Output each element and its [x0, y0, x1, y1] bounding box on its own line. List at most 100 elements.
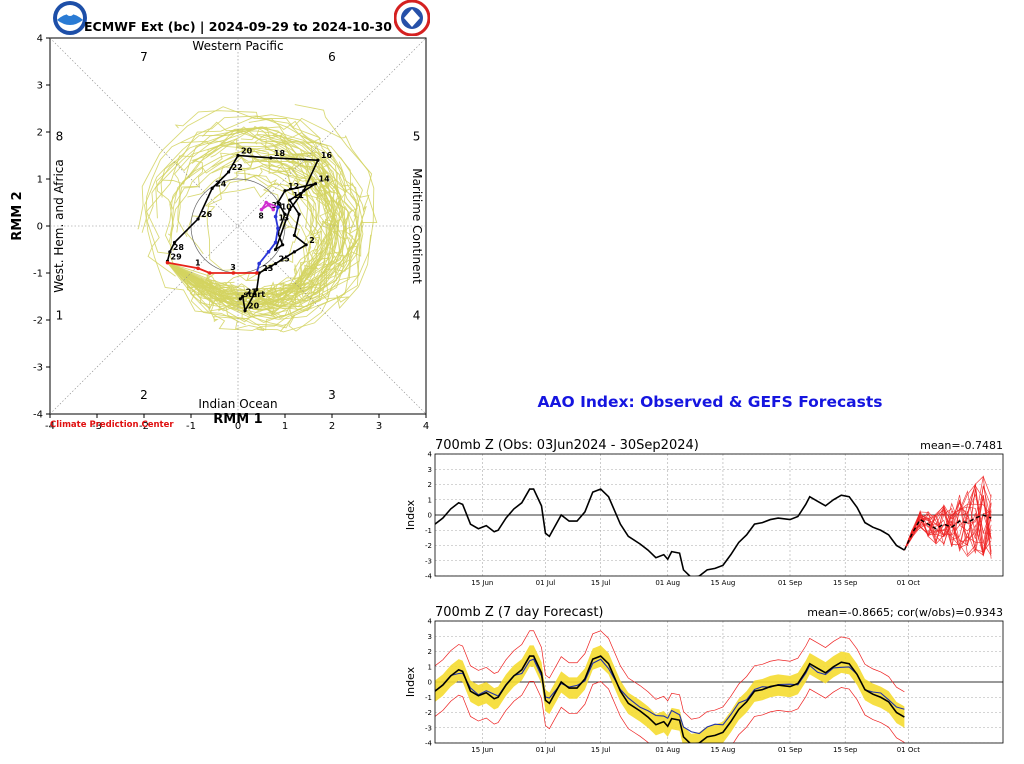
y-tick-label: 1 [428, 496, 432, 504]
forecast-mean-point [271, 207, 276, 212]
observed-track-label: 26 [201, 210, 213, 219]
diagonal-guide [49, 37, 427, 415]
phase-label: 4 [413, 308, 421, 322]
observed-track-point [210, 186, 214, 190]
cpc-credit: Climate Prediction Center [50, 420, 174, 430]
observed-track-point [241, 294, 245, 299]
y-tick-label: -1 [425, 527, 432, 535]
x-tick-label: 2 [329, 421, 335, 432]
x-tick-label: -1 [186, 421, 196, 432]
observed-track-point [316, 158, 320, 162]
observed-track-label: 18 [274, 149, 286, 158]
x-tick-label: 3 [376, 421, 382, 432]
ensemble-member-track [167, 157, 351, 320]
observed-index-line [435, 488, 905, 576]
observed-index-line [435, 655, 905, 743]
observed-track-label: 25 [279, 255, 291, 264]
y-tick-label: -3 [425, 724, 432, 732]
y-tick-label: -4 [33, 410, 43, 421]
ensemble-member-track [145, 130, 344, 310]
x-tick-label: 15 Jul [591, 746, 611, 754]
observed-track-label: 29 [171, 252, 183, 261]
plot-area [435, 621, 1003, 743]
observed-track-label: 14 [319, 175, 331, 184]
observed-track-label: 21 [246, 288, 258, 297]
forecast-envelope-line [435, 680, 905, 743]
x-tick-label: 1 [282, 421, 288, 432]
aao-ylabel: Index [404, 666, 417, 697]
x-tick-label: 01 Sep [778, 746, 803, 754]
ensemble-member-track [167, 110, 354, 302]
x-tick-label: 15 Sep [833, 746, 858, 754]
aao-bottom-stat: mean=-0.8665; cor(w/obs)=0.9343 [807, 606, 1003, 619]
y-tick-label: 1 [428, 663, 432, 671]
x-tick-label: 4 [423, 421, 429, 432]
rmm-phase-labels: 7 68 51 42 3 [56, 50, 421, 402]
observed-track-label: 20 [241, 147, 253, 156]
panel-frame [434, 453, 1004, 577]
observed-track-point [255, 287, 259, 292]
aao-forecast-panel: 700mb Z (7 day Forecast) mean=-0.8665; c… [404, 605, 1004, 754]
y-tick-label: 0 [37, 222, 43, 233]
ensemble-member-track [156, 114, 361, 312]
y-tick-label: 4 [428, 618, 433, 626]
observed-track-point [274, 262, 278, 266]
observed-track-point [269, 156, 273, 160]
y-tick-label: 2 [428, 648, 432, 656]
aao-observed-panel: 700mb Z (Obs: 03Jun2024 - 30Sep2024) mea… [404, 438, 1004, 587]
noaa-logo [53, 1, 87, 35]
observed-track-point [168, 250, 172, 254]
observed-track-point [238, 297, 242, 301]
forecast-mean-point [273, 214, 278, 219]
observed-track-label: 28 [173, 243, 185, 252]
observed-track-point [243, 309, 247, 313]
ensemble-member-track [167, 165, 358, 297]
observed-track-point [297, 212, 301, 216]
forecast-envelope-line [435, 630, 905, 720]
observed-track: start21202325211141216182022242628293010… [165, 147, 333, 313]
forecast-mean-point [257, 261, 261, 266]
aao-bottom-title: 700mb Z (7 day Forecast) [435, 605, 604, 620]
y-tick-label: 4 [37, 34, 43, 45]
panel-frame [434, 620, 1004, 744]
y-tick-label: -1 [33, 269, 43, 280]
phase-label: 5 [413, 130, 421, 144]
observed-track-point [304, 243, 308, 247]
y-tick-label: -4 [425, 573, 433, 581]
gefs-mean-line [903, 514, 992, 551]
forecast-spread-band [435, 645, 905, 743]
observed-track-point [288, 198, 292, 202]
observed-track-point [283, 189, 287, 193]
x-tick-label: 01 Oct [897, 746, 920, 754]
aao-index-charts: 700mb Z (Obs: 03Jun2024 - 30Sep2024) mea… [404, 438, 1004, 754]
forecast-mean-point [273, 240, 278, 245]
observed-track-label: 2 [309, 236, 315, 245]
x-tick-label: 15 Aug [711, 579, 736, 587]
y-tick-label: 0 [428, 512, 432, 520]
observed-track-label: 23 [262, 264, 273, 273]
forecast-mean-point [259, 207, 264, 212]
forecast-mean-point [254, 271, 259, 275]
y-tick-label: 1 [37, 175, 43, 186]
observed-track-label: 22 [232, 163, 243, 172]
observed-track-point [196, 217, 200, 221]
forecast-mean-point [276, 226, 280, 231]
x-tick-label: 15 Jun [471, 746, 493, 754]
rmm-xlabel: RMM 1 [213, 412, 262, 427]
x-tick-label: -2 [139, 421, 149, 432]
x-tick-label: -4 [45, 421, 55, 432]
observed-track-point [227, 170, 231, 174]
x-tick-label: 01 Sep [778, 579, 803, 587]
observed-track-point [236, 153, 240, 158]
ensemble-member-track [167, 127, 337, 298]
phase-label: 2 [140, 388, 148, 402]
observed-track-label: 16 [321, 151, 333, 160]
observed-track-label: start [243, 290, 265, 299]
cluster-day-label: 30 [272, 201, 282, 210]
x-tick-label: 15 Jul [591, 579, 611, 587]
rmm-ylabel: RMM 2 [10, 191, 25, 240]
observed-track-label: 24 [215, 179, 227, 188]
gefs-member-line [904, 502, 992, 556]
forecast-mean-point [276, 205, 280, 209]
phase-label: 1 [56, 308, 64, 322]
